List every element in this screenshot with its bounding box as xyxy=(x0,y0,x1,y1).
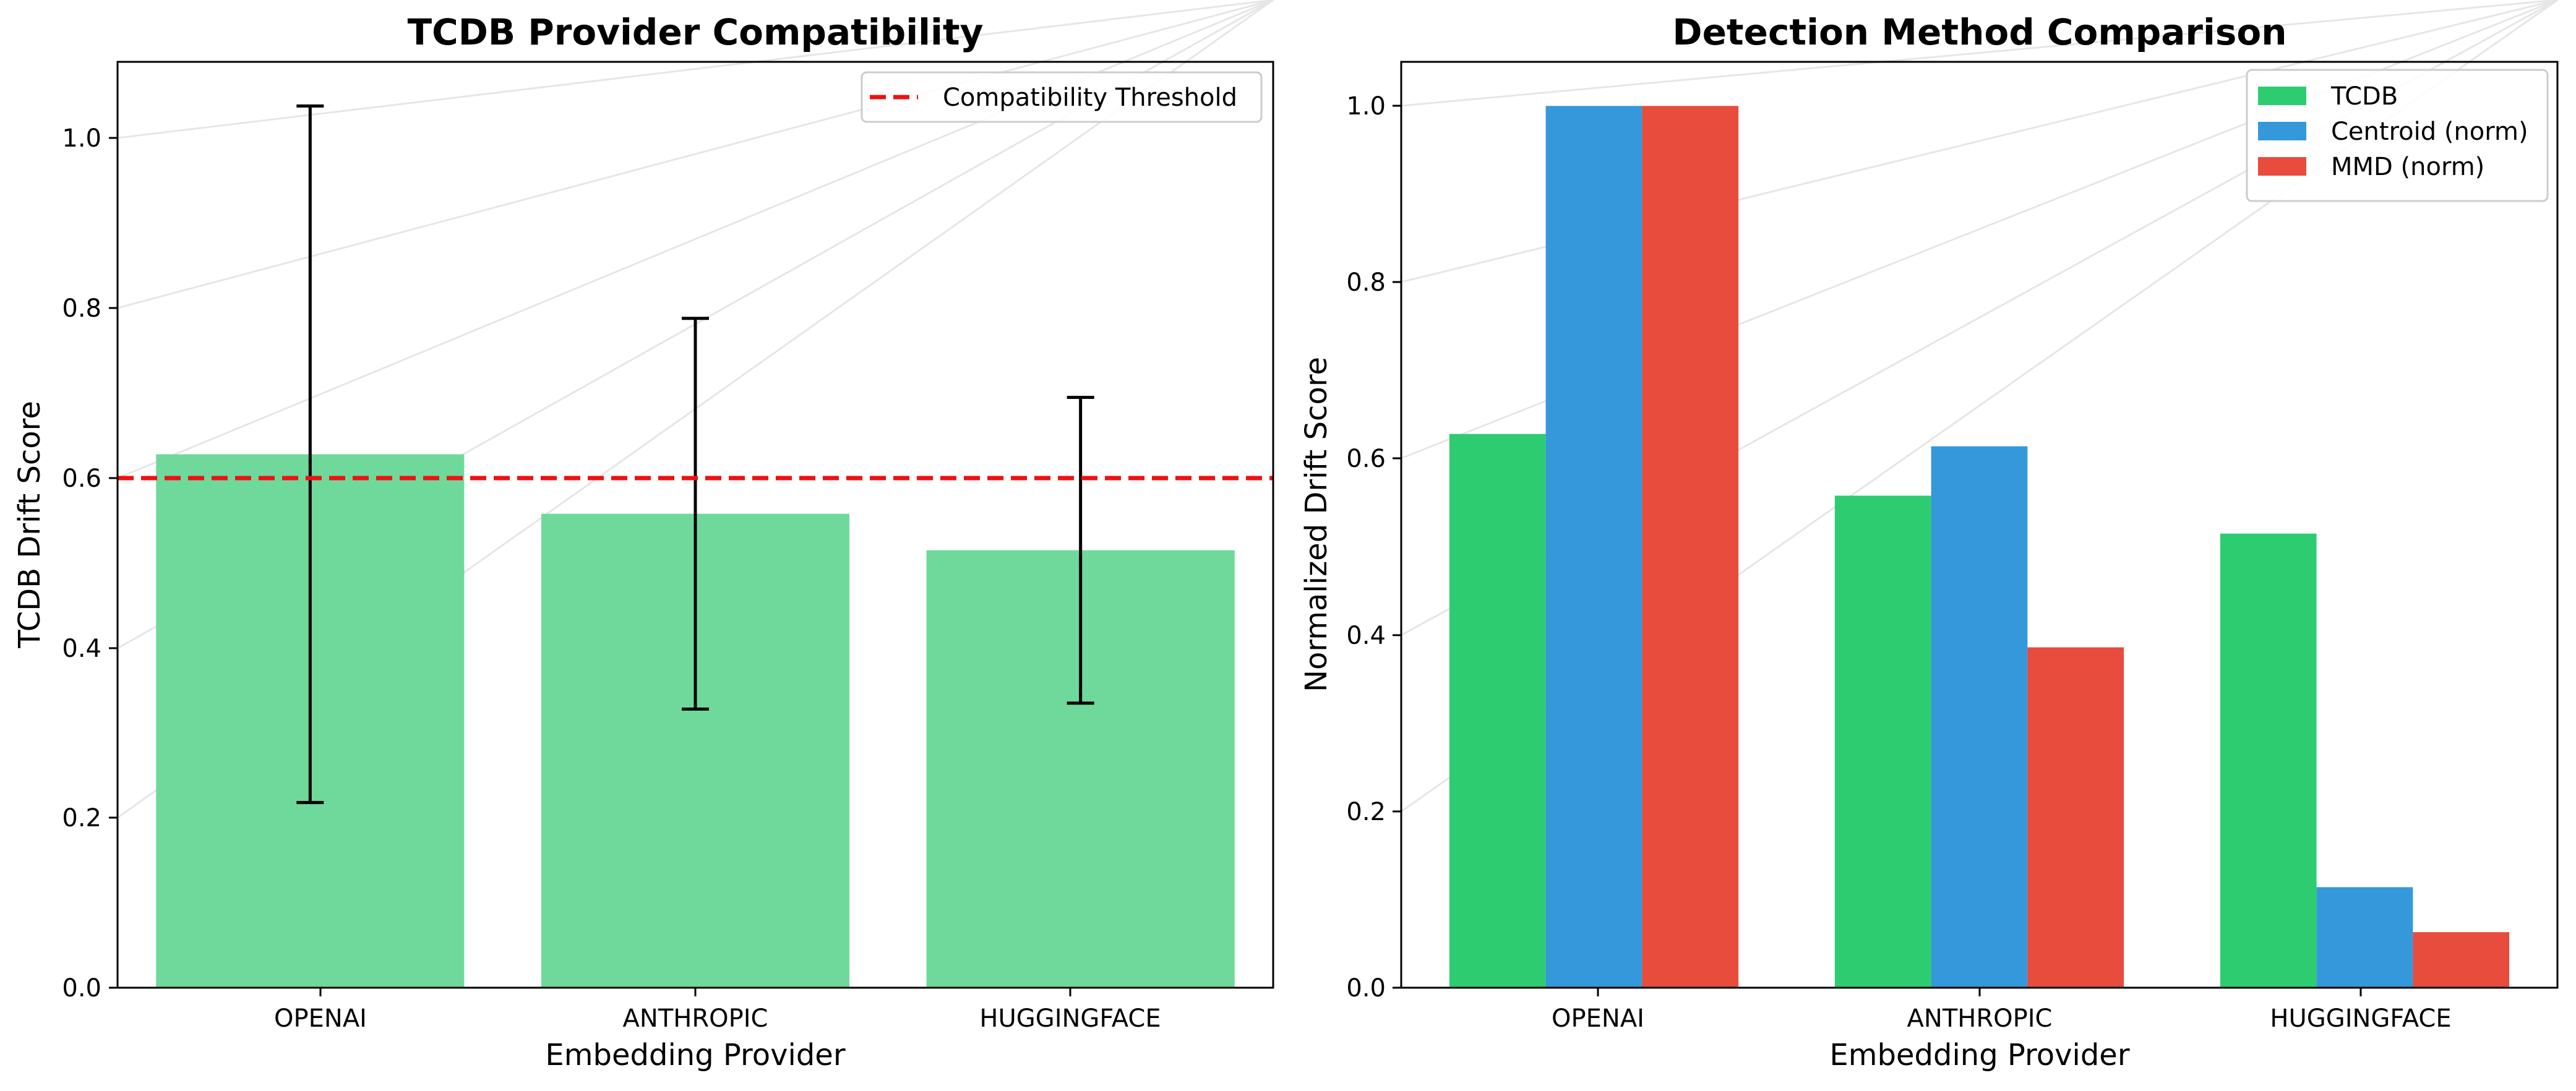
y-tick: 0.2 xyxy=(62,804,118,832)
y-tick-label: 0.4 xyxy=(62,635,101,663)
x-tick-label: OPENAI xyxy=(1552,1004,1644,1033)
x-tick-label: HUGGINGFACE xyxy=(2270,1004,2451,1033)
x-tick: OPENAI xyxy=(1552,988,1644,1033)
y-tick-label: 0.8 xyxy=(1346,268,1386,297)
chart-title: TCDB Provider Compatibility xyxy=(408,11,984,53)
y-tick: 0.6 xyxy=(62,464,118,493)
y-tick-label: 0.0 xyxy=(1346,974,1386,1003)
chart-marks xyxy=(118,104,1273,988)
legend-label-tcdb: TCDB xyxy=(2330,82,2398,111)
legend-box xyxy=(2246,69,2549,202)
y-tick-label: 0.2 xyxy=(1346,798,1386,826)
y-tick-label: 0.6 xyxy=(62,464,101,493)
y-tick-label: 0.2 xyxy=(62,804,101,832)
legend-box xyxy=(861,71,1263,123)
y-tick-label: 0.0 xyxy=(62,974,101,1003)
bar xyxy=(2316,887,2413,988)
y-tick: 0.8 xyxy=(62,294,118,323)
x-axis-label: Embedding Provider xyxy=(545,1038,845,1072)
legend: TCDB Centroid (norm) MMD (norm) xyxy=(2246,69,2549,202)
legend-swatch-mmd xyxy=(2258,157,2306,176)
y-tick: 0.0 xyxy=(62,974,118,1003)
legend: Compatibility Threshold xyxy=(861,71,1263,123)
y-grid-line xyxy=(1401,0,2558,107)
legend-swatch-tcdb xyxy=(2258,87,2306,105)
y-tick: 0.2 xyxy=(1346,798,1401,826)
y-tick: 1.0 xyxy=(62,124,118,153)
x-tick-label: ANTHROPIC xyxy=(623,1004,768,1033)
chart-title: Detection Method Comparison xyxy=(1672,11,2286,53)
chart-tcdb-provider-compatibility: TCDB Provider Compatibility Embedding Pr… xyxy=(12,0,1274,1072)
x-tick: OPENAI xyxy=(274,988,367,1033)
x-tick: ANTHROPIC xyxy=(1907,988,2053,1033)
y-tick: 0.4 xyxy=(1346,622,1401,650)
bar xyxy=(1834,495,1931,988)
bar xyxy=(1449,434,1546,988)
legend-label-centroid: Centroid (norm) xyxy=(2331,118,2528,146)
bar xyxy=(2413,932,2510,988)
bar xyxy=(2220,533,2317,988)
x-tick-label: OPENAI xyxy=(274,1004,367,1033)
y-tick-label: 0.4 xyxy=(1346,622,1386,650)
x-axis-label: Embedding Provider xyxy=(1829,1038,2129,1072)
y-tick-label: 1.0 xyxy=(62,124,101,153)
legend-label-mmd: MMD (norm) xyxy=(2331,153,2484,181)
chart-detection-method-comparison: Detection Method Comparison Embedding Pr… xyxy=(1299,0,2559,1072)
bar xyxy=(1545,106,1642,988)
y-tick: 1.0 xyxy=(1346,92,1401,121)
y-tick-label: 1.0 xyxy=(1346,92,1386,121)
chart-marks xyxy=(1449,106,2510,988)
y-axis-label: Normalized Drift Score xyxy=(1299,357,1334,692)
bar xyxy=(2027,647,2124,988)
bar xyxy=(1931,446,2028,988)
y-tick: 0.4 xyxy=(62,635,118,663)
x-tick: HUGGINGFACE xyxy=(979,988,1161,1033)
y-tick-label: 0.8 xyxy=(62,294,101,323)
y-tick-label: 0.6 xyxy=(1346,445,1386,473)
x-tick-label: HUGGINGFACE xyxy=(979,1004,1161,1033)
x-tick: HUGGINGFACE xyxy=(2270,988,2452,1033)
y-axis-label: TCDB Drift Score xyxy=(12,401,47,649)
x-tick: ANTHROPIC xyxy=(623,988,768,1033)
x-tick-label: ANTHROPIC xyxy=(1907,1004,2053,1033)
y-tick: 0.6 xyxy=(1346,445,1401,473)
y-tick: 0.8 xyxy=(1346,268,1401,297)
bar xyxy=(1642,106,1739,988)
y-tick: 0.0 xyxy=(1346,974,1401,1003)
legend-label-threshold: Compatibility Threshold xyxy=(943,83,1237,112)
legend-swatch-centroid xyxy=(2258,122,2306,140)
